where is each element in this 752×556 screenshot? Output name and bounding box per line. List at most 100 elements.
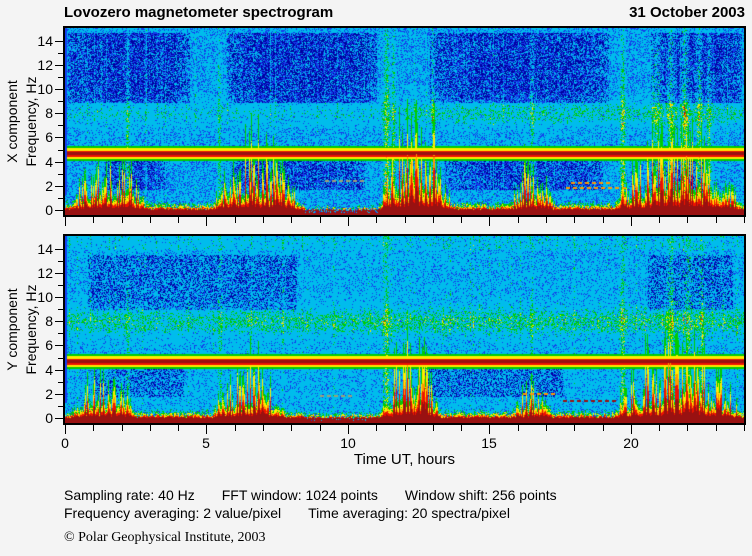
freq-tick-label: 6 bbox=[45, 129, 53, 145]
time-tick-mark bbox=[376, 425, 377, 431]
time-tick-mark bbox=[716, 425, 717, 431]
time-tick-mark bbox=[574, 217, 575, 223]
freq-tick-mark bbox=[58, 101, 63, 102]
freq-tick-label: 14 bbox=[37, 33, 53, 49]
time-tick-mark bbox=[433, 425, 434, 431]
time-tick-label: 15 bbox=[481, 435, 497, 451]
freq-tick-mark bbox=[55, 137, 63, 138]
time-tick-mark bbox=[122, 217, 123, 223]
time-tick-mark bbox=[433, 217, 434, 223]
time-tick-mark bbox=[405, 425, 406, 431]
freq-tick-mark bbox=[55, 370, 63, 371]
time-tick-mark bbox=[122, 425, 123, 431]
time-tick-mark bbox=[716, 217, 717, 223]
freq-tick-mark bbox=[55, 210, 63, 211]
parameter-item: Time averaging: 20 spectra/pixel bbox=[308, 505, 510, 521]
freq-tick-mark bbox=[58, 53, 63, 54]
freq-tick-mark bbox=[58, 77, 63, 78]
freq-tick-mark bbox=[58, 125, 63, 126]
freq-tick-label: 14 bbox=[37, 241, 53, 257]
time-tick-mark bbox=[546, 217, 547, 223]
freq-tick-label: 4 bbox=[45, 154, 53, 170]
time-tick-mark bbox=[518, 217, 519, 223]
freq-tick-mark bbox=[55, 394, 63, 395]
freq-tick-label: 12 bbox=[37, 57, 53, 73]
copyright-notice: © Polar Geophysical Institute, 2003 bbox=[64, 530, 266, 545]
time-tick-mark bbox=[631, 425, 632, 434]
time-tick-mark bbox=[603, 217, 604, 223]
freq-tick-mark bbox=[58, 358, 63, 359]
time-tick-mark bbox=[659, 425, 660, 431]
freq-tick-mark bbox=[58, 198, 63, 199]
parameter-item: Frequency averaging: 2 value/pixel bbox=[64, 505, 282, 521]
time-tick-mark bbox=[348, 217, 349, 226]
y-panel-component-label: Y component bbox=[4, 288, 20, 371]
freq-tick-label: 8 bbox=[45, 105, 53, 121]
date-label: 31 October 2003 bbox=[629, 4, 745, 21]
freq-tick-label: 8 bbox=[45, 313, 53, 329]
time-tick-mark bbox=[376, 217, 377, 223]
time-tick-mark bbox=[489, 217, 490, 226]
parameter-item: FFT window: 1024 points bbox=[221, 487, 378, 503]
time-tick-mark bbox=[150, 217, 151, 223]
parameters-line-1: Sampling rate: 40 Hz FFT window: 1024 poi… bbox=[64, 487, 557, 503]
freq-tick-mark bbox=[58, 382, 63, 383]
time-tick-mark bbox=[461, 217, 462, 223]
time-tick-mark bbox=[687, 425, 688, 431]
time-tick-mark bbox=[405, 217, 406, 223]
freq-tick-label: 6 bbox=[45, 337, 53, 353]
time-tick-mark bbox=[659, 217, 660, 223]
freq-tick-mark bbox=[55, 345, 63, 346]
time-tick-label: 0 bbox=[61, 435, 69, 451]
time-tick-mark bbox=[574, 425, 575, 431]
freq-tick-mark bbox=[55, 297, 63, 298]
freq-tick-mark bbox=[55, 162, 63, 163]
time-tick-mark bbox=[178, 217, 179, 223]
time-tick-mark bbox=[546, 425, 547, 431]
parameter-item: Window shift: 256 points bbox=[404, 487, 557, 503]
freq-tick-label: 10 bbox=[37, 81, 53, 97]
time-tick-mark bbox=[93, 217, 94, 223]
time-tick-mark bbox=[348, 425, 349, 434]
freq-tick-mark bbox=[55, 186, 63, 187]
freq-tick-mark bbox=[58, 333, 63, 334]
x-panel-component-label: X component bbox=[4, 80, 20, 163]
time-tick-mark bbox=[65, 425, 66, 434]
time-tick-mark bbox=[291, 425, 292, 431]
freq-tick-mark bbox=[55, 41, 63, 42]
time-tick-mark bbox=[603, 425, 604, 431]
freq-tick-mark bbox=[58, 261, 63, 262]
time-tick-mark bbox=[206, 425, 207, 434]
time-tick-mark bbox=[489, 425, 490, 434]
freq-tick-mark bbox=[55, 65, 63, 66]
freq-tick-mark bbox=[58, 285, 63, 286]
time-tick-label: 5 bbox=[202, 435, 210, 451]
freq-tick-mark bbox=[55, 418, 63, 419]
time-tick-mark bbox=[235, 425, 236, 431]
time-tick-mark bbox=[461, 425, 462, 431]
time-tick-mark bbox=[65, 217, 66, 226]
freq-tick-mark bbox=[58, 309, 63, 310]
time-tick-label: 20 bbox=[623, 435, 639, 451]
freq-tick-mark bbox=[55, 273, 63, 274]
parameter-item: Sampling rate: 40 Hz bbox=[64, 487, 195, 503]
time-axis-label: Time UT, hours bbox=[353, 451, 456, 468]
time-tick-label: 10 bbox=[340, 435, 356, 451]
time-tick-mark bbox=[150, 425, 151, 431]
freq-tick-mark bbox=[55, 249, 63, 250]
freq-tick-mark bbox=[55, 113, 63, 114]
time-tick-mark bbox=[518, 425, 519, 431]
freq-tick-mark bbox=[58, 174, 63, 175]
time-tick-mark bbox=[235, 217, 236, 223]
time-tick-mark bbox=[206, 217, 207, 226]
time-tick-mark bbox=[320, 217, 321, 223]
freq-tick-label: 2 bbox=[45, 178, 53, 194]
y-panel-spectrogram-canvas bbox=[65, 236, 744, 423]
freq-tick-mark bbox=[58, 406, 63, 407]
freq-tick-label: 12 bbox=[37, 265, 53, 281]
time-tick-mark bbox=[291, 217, 292, 223]
freq-tick-label: 2 bbox=[45, 386, 53, 402]
freq-tick-label: 0 bbox=[45, 410, 53, 426]
x-panel-plot-area bbox=[63, 26, 746, 217]
